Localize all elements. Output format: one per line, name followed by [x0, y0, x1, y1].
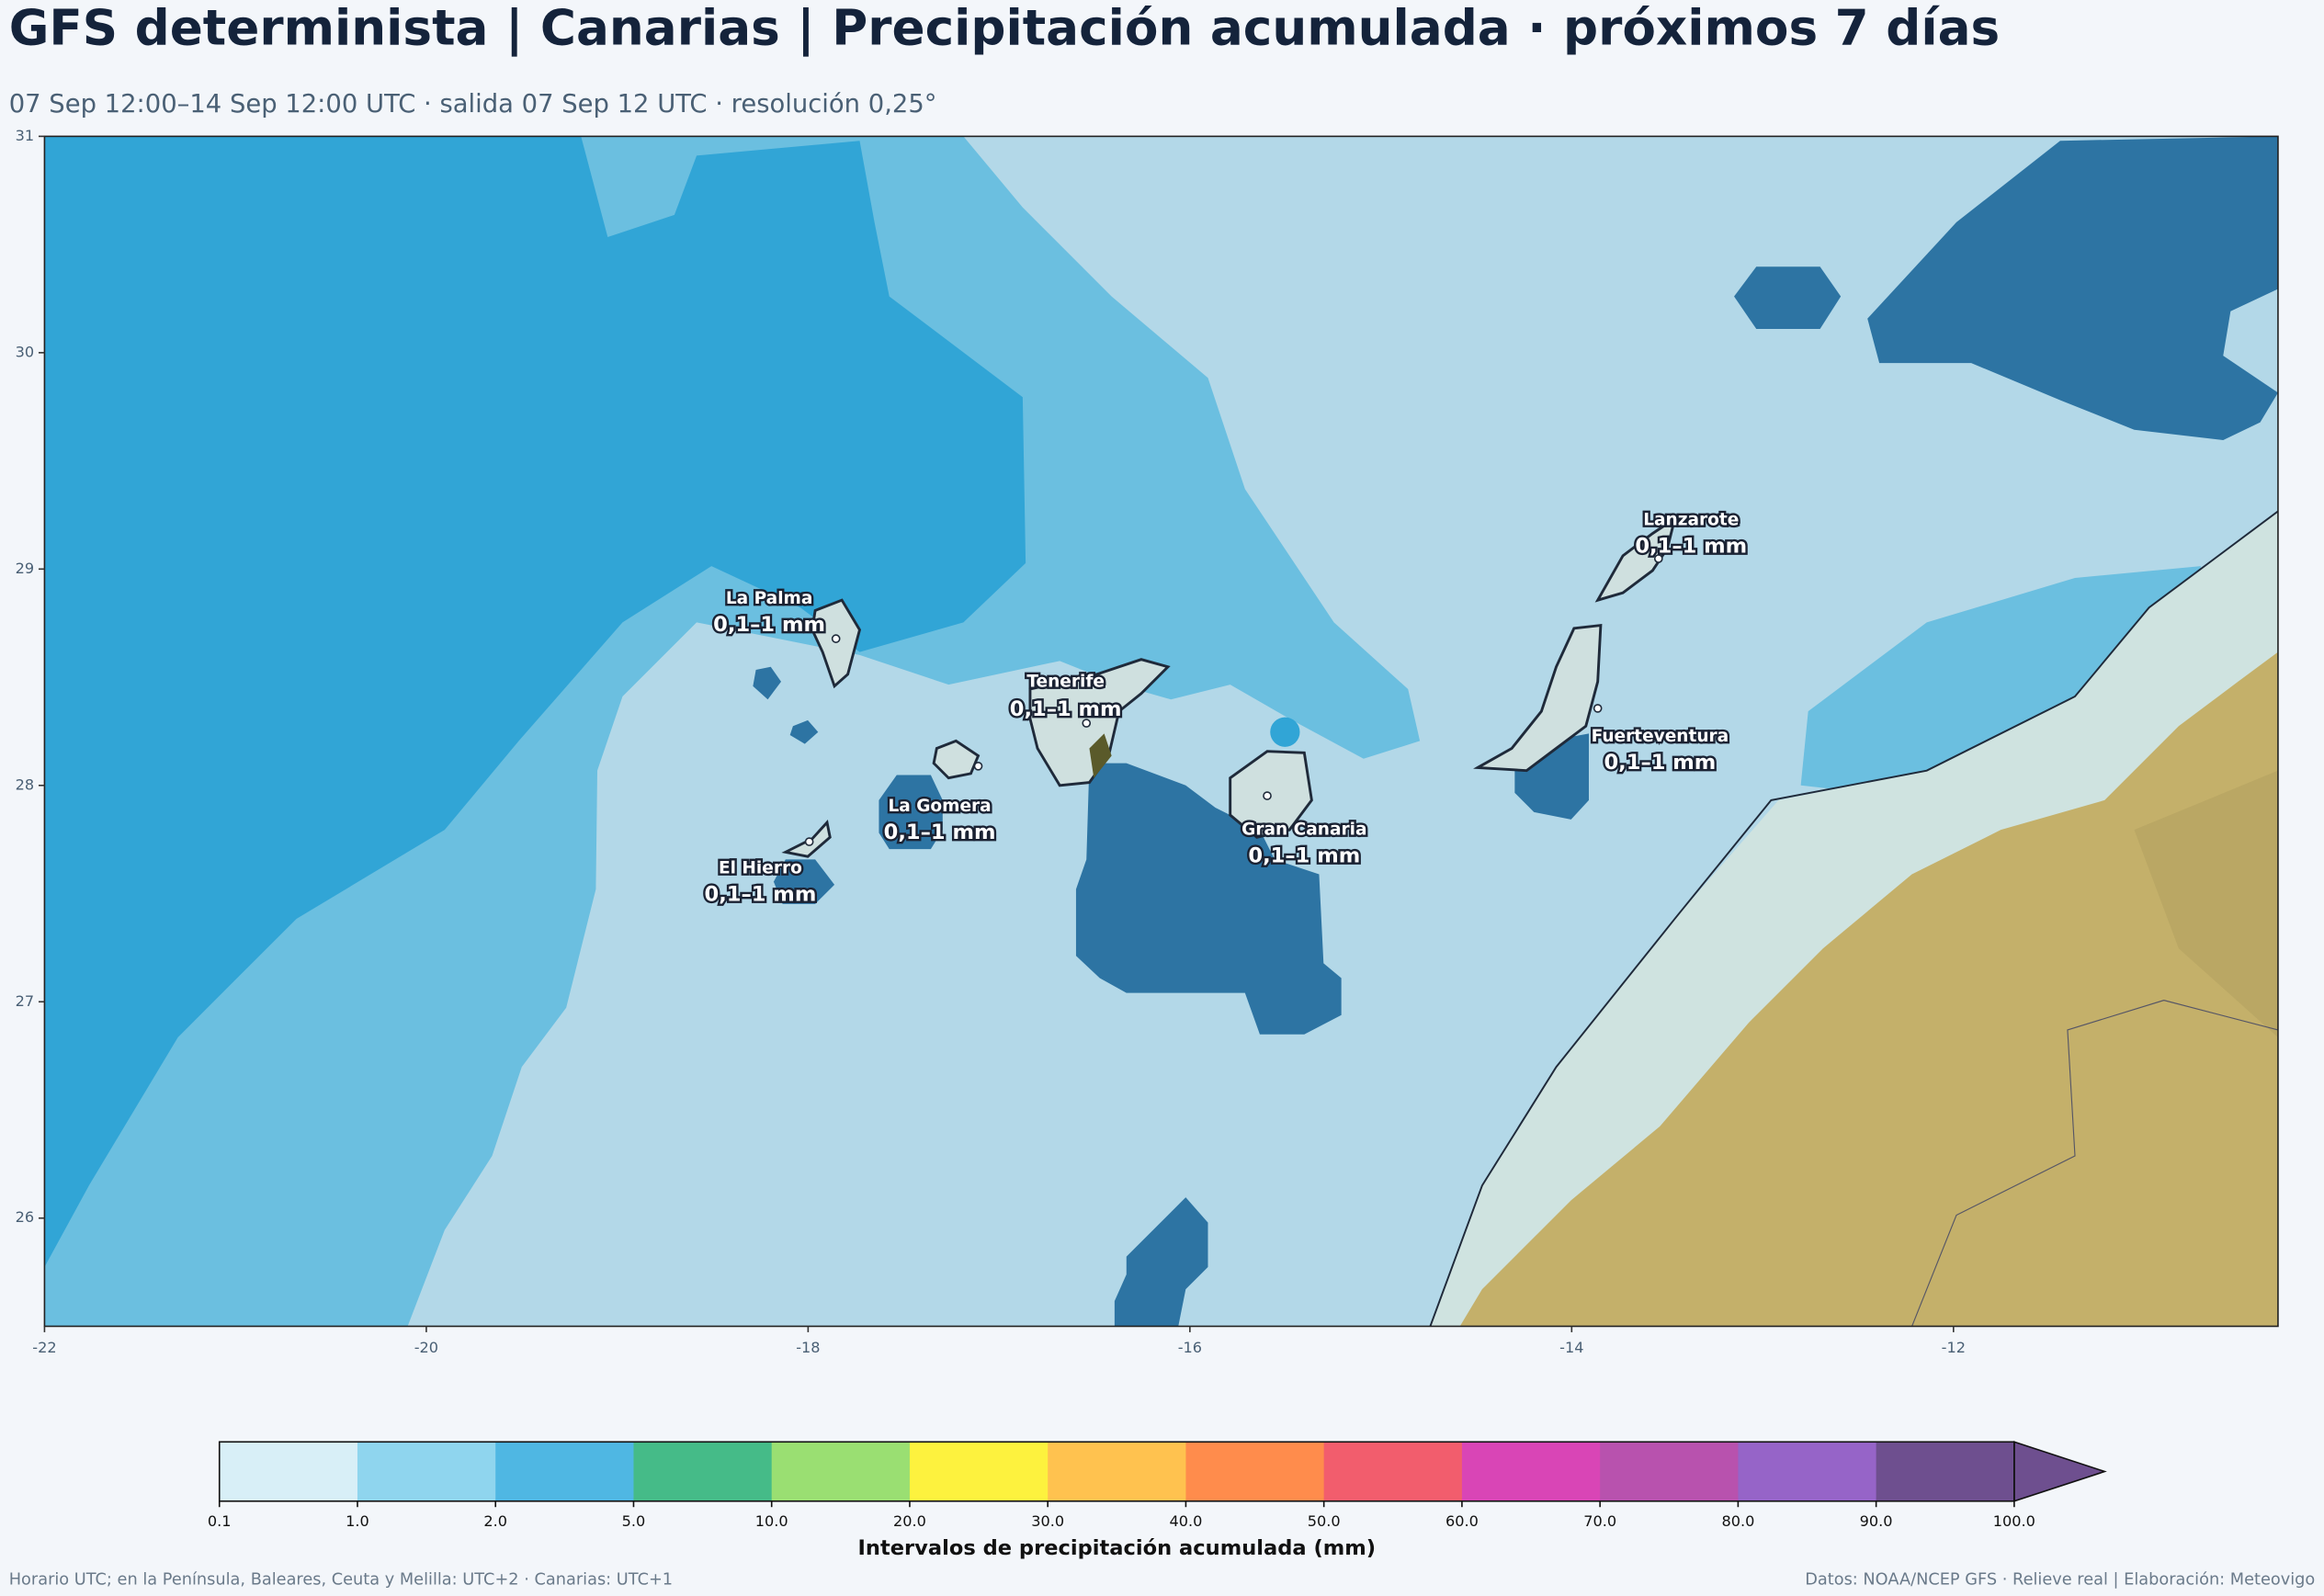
- colorbar-tick-label: 100.0: [1993, 1512, 2035, 1530]
- y-tick-label: 27: [16, 992, 35, 1010]
- colorbar-tick-label: 90.0: [1860, 1512, 1893, 1530]
- colorbar-frame: [218, 1441, 2015, 1502]
- colorbar-label: Intervalos de precipitación acumulada (m…: [857, 1536, 1376, 1560]
- colorbar-segment: [1048, 1442, 1186, 1501]
- colorbar-segment: [771, 1442, 911, 1501]
- island-name: La Palma: [726, 589, 813, 608]
- colorbar-segment: [1738, 1442, 1877, 1501]
- map: [44, 136, 2278, 1327]
- x-tick-label: -20: [414, 1339, 438, 1356]
- island-value: 0,1–1 mm: [705, 883, 817, 907]
- island-value: 0,1–1 mm: [884, 821, 996, 844]
- island-value: 0,1–1 mm: [1248, 844, 1360, 868]
- x-tick-label: -16: [1178, 1339, 1202, 1356]
- y-tick-label: 28: [16, 775, 35, 793]
- colorbar-segment: [633, 1442, 773, 1501]
- island-name: Tenerife: [1026, 672, 1105, 691]
- colorbar-tick-label: 10.0: [755, 1512, 788, 1530]
- colorbar-tick-label: 70.0: [1583, 1512, 1616, 1530]
- x-tick-label: -18: [796, 1339, 820, 1356]
- colorbar-segment: [219, 1442, 358, 1501]
- y-tick-label: 30: [16, 343, 35, 360]
- colorbar-segment: [1323, 1442, 1463, 1501]
- map-frame: [43, 135, 2279, 1328]
- colorbar-tick-label: 5.0: [622, 1512, 646, 1530]
- colorbar-tick-label: 60.0: [1445, 1512, 1479, 1530]
- colorbar-tick-label: 50.0: [1308, 1512, 1341, 1530]
- colorbar-extend: [2013, 1441, 2107, 1502]
- y-tick-label: 31: [16, 127, 35, 144]
- colorbar-tick-label: 2.0: [483, 1512, 507, 1530]
- island-value: 0,1–1 mm: [1635, 535, 1747, 559]
- colorbar-tick-label: 80.0: [1721, 1512, 1754, 1530]
- footer-right: Datos: NOAA/NCEP GFS · Relieve real | El…: [1805, 1570, 2315, 1589]
- colorbar-segment: [1876, 1442, 2015, 1501]
- colorbar-tick-label: 1.0: [346, 1512, 369, 1530]
- x-tick-label: -12: [1942, 1339, 1966, 1356]
- colorbar-segment: [1600, 1442, 1739, 1501]
- island-name: Fuerteventura: [1592, 727, 1729, 746]
- island-name: El Hierro: [719, 859, 802, 878]
- island-name: La Gomera: [888, 797, 991, 816]
- colorbar-tick-label: 40.0: [1169, 1512, 1202, 1530]
- footer-left: Horario UTC; en la Península, Baleares, …: [9, 1570, 673, 1589]
- x-tick-label: -14: [1559, 1339, 1583, 1356]
- title: GFS determinista | Canarias | Precipitac…: [9, 0, 2000, 57]
- x-tick-label: -22: [32, 1339, 56, 1356]
- colorbar-tick-label: 30.0: [1031, 1512, 1064, 1530]
- colorbar-segment: [909, 1442, 1049, 1501]
- y-tick-label: 26: [16, 1208, 35, 1226]
- colorbar-segment: [357, 1442, 496, 1501]
- island-name: Gran Canaria: [1241, 821, 1366, 840]
- colorbar-segment: [1461, 1442, 1601, 1501]
- subtitle: 07 Sep 12:00–14 Sep 12:00 UTC · salida 0…: [9, 90, 937, 119]
- colorbar-segment: [495, 1442, 634, 1501]
- island-value: 0,1–1 mm: [713, 613, 825, 637]
- colorbar-segment: [1185, 1442, 1325, 1501]
- island-value: 0,1–1 mm: [1604, 751, 1716, 775]
- colorbar-tick-label: 0.1: [208, 1512, 232, 1530]
- island-value: 0,1–1 mm: [1010, 697, 1122, 721]
- y-tick-label: 29: [16, 560, 35, 577]
- colorbar-tick-label: 20.0: [893, 1512, 926, 1530]
- island-name: Lanzarote: [1643, 511, 1739, 530]
